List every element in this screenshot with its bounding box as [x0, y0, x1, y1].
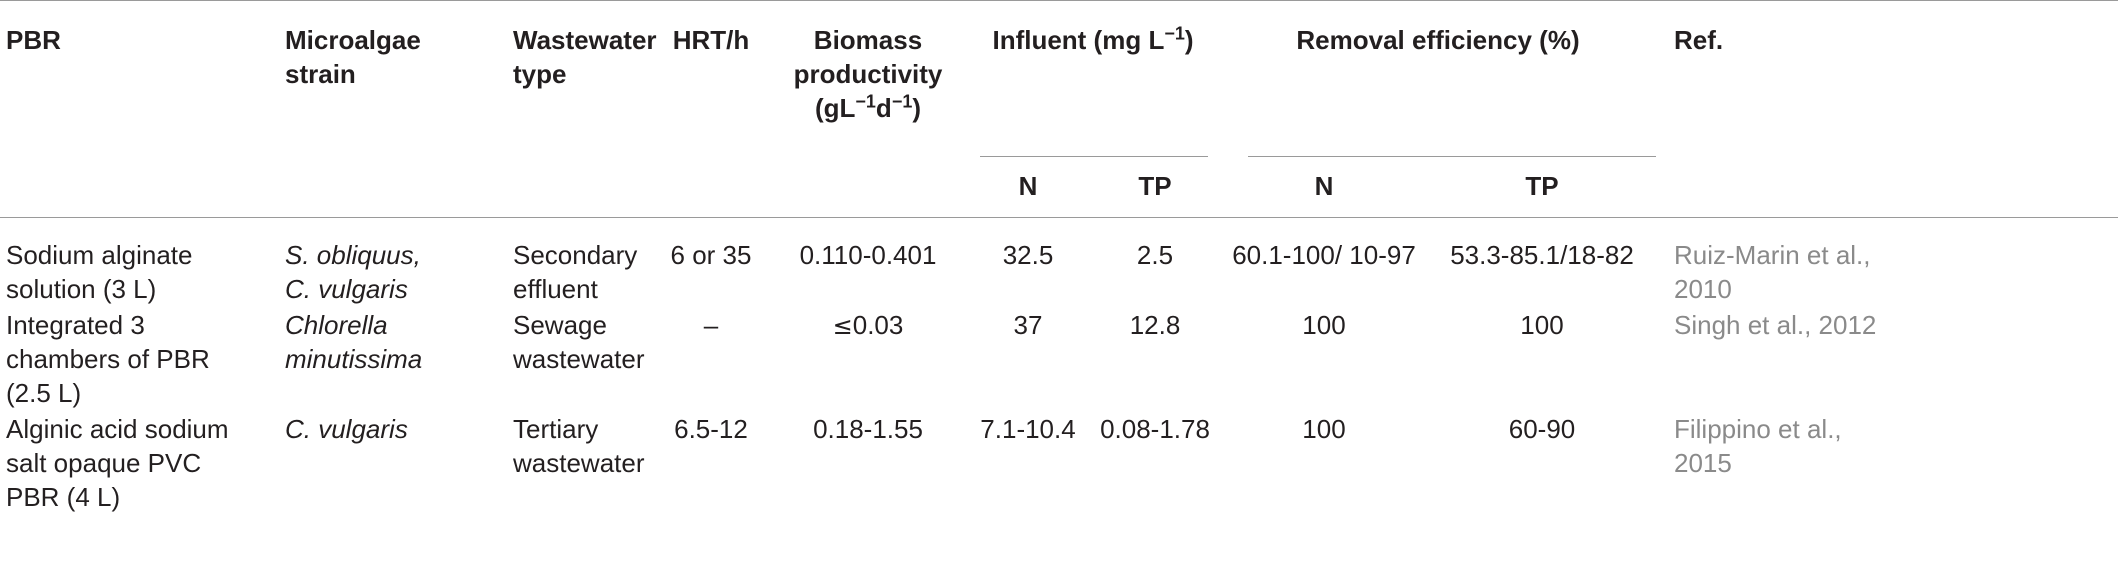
header-sub-row: N TP N TP: [0, 157, 2118, 218]
table-row: Integrated 3 chambers of PBR (2.5 L) Chl…: [0, 306, 2118, 410]
header-wastewater: Wastewater type: [505, 1, 657, 218]
biomass-unit-mid: d: [875, 93, 892, 123]
cell-wastewater-line: Secondary: [513, 240, 638, 270]
header-strain: Microalgae strain: [276, 1, 505, 218]
cell-pbr: Alginic acid sodium salt opaque PVC PBR …: [0, 410, 276, 514]
header-biomass-line3: (gL−1d−1): [814, 91, 922, 123]
cell-biomass-value: 0.03: [852, 310, 904, 340]
cell-influent-n: 7.1-10.4: [980, 414, 1076, 444]
influent-pre: Influent (mg L: [992, 25, 1165, 55]
table-row: Alginic acid sodium salt opaque PVC PBR …: [0, 410, 2118, 514]
table-row: Sodium alginate solution (3 L) S. obliqu…: [0, 238, 2118, 306]
header-wastewater-line1: Wastewater: [513, 25, 657, 55]
pbr-comparison-table: PBR Microalgae strain Wastewater type HR…: [0, 0, 2118, 514]
header-hrt: HRT/h: [672, 25, 750, 55]
cell-wastewater: Secondary effluent: [505, 238, 652, 306]
cell-pbr: Integrated 3 chambers of PBR (2.5 L): [0, 306, 276, 410]
cell-strain-line: Chlorella: [285, 310, 388, 340]
cell-pbr-line: chambers of PBR: [6, 344, 210, 374]
cell-wastewater-line: effluent: [513, 274, 598, 304]
cell-ref-line: Ruiz-Marin et al.,: [1674, 240, 1871, 270]
header-strain-line1: Microalgae: [285, 25, 421, 55]
header-biomass: Biomass productivity (gL−1d−1): [770, 1, 966, 218]
cell-pbr-line: (2.5 L): [6, 378, 82, 408]
header-row: PBR Microalgae strain Wastewater type HR…: [0, 0, 2118, 123]
influent-rule-line: [980, 156, 1208, 157]
cell-strain: Chlorella minutissima: [276, 306, 505, 410]
removal-rule: [1220, 57, 1656, 157]
header-influent-tp: TP: [1138, 171, 1172, 201]
cell-pbr: Sodium alginate solution (3 L): [0, 238, 276, 306]
influent-sup: −1: [1164, 23, 1185, 44]
cell-strain: S. obliquus, C. vulgaris: [276, 238, 505, 306]
cell-influent-tp: 0.08-1.78: [1100, 414, 1210, 444]
cell-ref-line: 2010: [1674, 274, 1732, 304]
cell-biomass: ≤0.03: [770, 306, 966, 410]
header-rule-row: [0, 57, 2118, 157]
cell-wastewater-line: Tertiary: [513, 414, 599, 444]
cell-influent-n: 37: [1013, 310, 1043, 340]
cell-ref-line: Singh et al., 2012: [1674, 310, 1877, 340]
cell-wastewater-line: wastewater: [513, 448, 645, 478]
cell-removal-tp: 53.3-85.1/18-82: [1450, 240, 1634, 270]
cell-influent-tp: 2.5: [1136, 240, 1174, 270]
header-removal: Removal efficiency (%): [1296, 25, 1580, 55]
biomass-unit-sup1: −1: [855, 91, 876, 112]
cell-ref-line: Filippino et al.,: [1674, 414, 1842, 444]
header-biomass-line1: Biomass: [813, 25, 923, 55]
cell-hrt: 6 or 35: [670, 240, 752, 270]
cell-pbr-line: PBR (4 L): [6, 482, 121, 512]
influent-rule: [966, 57, 1220, 157]
cell-strain-line: C. vulgaris: [285, 274, 408, 304]
cell-strain-line: minutissima: [285, 344, 423, 374]
cell-removal-tp: 100: [1520, 310, 1564, 340]
cell-biomass: 0.110-0.401: [799, 240, 937, 270]
cell-pbr-line: Sodium alginate: [6, 240, 193, 270]
cell-hrt: –: [703, 310, 719, 340]
cell-hrt: 6.5-12: [674, 414, 748, 444]
cell-strain-line: C. vulgaris: [285, 414, 408, 444]
cell-removal-tp: 60-90: [1508, 414, 1576, 444]
cell-wastewater-line: Sewage: [513, 310, 607, 340]
header-strain-line2: strain: [285, 59, 356, 89]
cell-ref: Singh et al., 2012: [1656, 306, 2118, 410]
cell-pbr-line: Alginic acid sodium: [6, 414, 229, 444]
header-influent: Influent (mg L−1): [966, 1, 1220, 58]
removal-rule-line: [1248, 156, 1656, 157]
cell-ref-line: 2015: [1674, 448, 1732, 478]
biomass-unit-post: ): [912, 93, 922, 123]
cell-removal-n: 60.1-100/ 10-97: [1232, 240, 1416, 270]
header-wastewater-line2: type: [513, 59, 567, 89]
cell-pbr-line: salt opaque PVC: [6, 448, 202, 478]
header-biomass-line2: productivity: [793, 59, 943, 89]
header-bottom-line: [0, 217, 2118, 238]
cell-pbr-line: Integrated 3: [6, 310, 145, 340]
header-influent-n: N: [1018, 171, 1038, 201]
header-pbr: PBR: [6, 25, 61, 55]
header-removal-n: N: [1314, 171, 1334, 201]
influent-post: ): [1184, 25, 1194, 55]
cell-influent-tp: 12.8: [1129, 310, 1181, 340]
biomass-unit-pre: (gL: [814, 93, 856, 123]
cell-pbr-line: solution (3 L): [6, 274, 157, 304]
cell-strain-line: S. obliquus,: [285, 240, 421, 270]
cell-strain: C. vulgaris: [276, 410, 505, 514]
cell-biomass: 0.18-1.55: [813, 414, 923, 444]
header-removal-tp: TP: [1525, 171, 1559, 201]
cell-wastewater: Sewage wastewater: [505, 306, 652, 410]
cell-removal-n: 100: [1302, 310, 1346, 340]
cell-wastewater-line: wastewater: [513, 344, 645, 374]
cell-wastewater: Tertiary wastewater: [505, 410, 652, 514]
leq-symbol: ≤: [832, 312, 853, 340]
cell-removal-n: 100: [1302, 414, 1346, 444]
header-bottom-rule: [0, 217, 2118, 238]
biomass-unit-sup2: −1: [891, 91, 913, 112]
header-ref: Ref.: [1674, 25, 1724, 55]
cell-influent-n: 32.5: [1002, 240, 1054, 270]
cell-ref: Ruiz-Marin et al., 2010: [1656, 238, 2118, 306]
cell-ref: Filippino et al., 2015: [1656, 410, 2118, 514]
